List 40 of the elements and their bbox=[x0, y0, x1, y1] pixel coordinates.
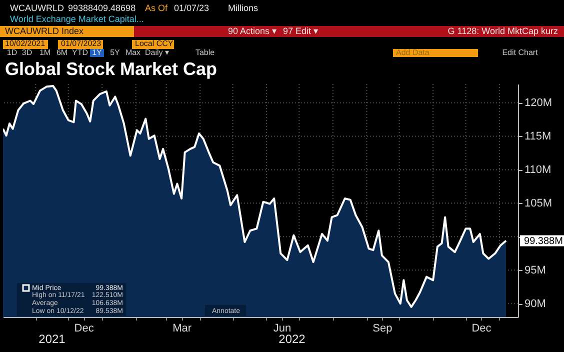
text: Millions bbox=[228, 3, 259, 13]
x-tick-label: Sep bbox=[372, 322, 392, 334]
text: 01/07/23 bbox=[174, 3, 210, 13]
text: World Exchange Market Capital... bbox=[10, 14, 144, 24]
text: YTD bbox=[72, 48, 88, 57]
text: Table bbox=[195, 48, 216, 57]
y-tick-label: 95M bbox=[524, 264, 546, 277]
text: 1Y bbox=[92, 48, 103, 57]
text: Daily ▾ bbox=[144, 48, 170, 57]
y-tick-label: 110M bbox=[524, 164, 552, 176]
text: Max bbox=[125, 48, 141, 57]
text: 6M bbox=[56, 48, 68, 57]
text: 97 Edit ▾ bbox=[283, 26, 319, 36]
text: G 1128: World MktCap kurz bbox=[448, 26, 558, 36]
text: 99388409.48698 bbox=[68, 3, 136, 13]
x-tick-label: Mar bbox=[172, 322, 192, 334]
y-tick-label: 120M bbox=[524, 97, 552, 110]
text: As Of bbox=[145, 3, 168, 13]
y-tick-label: 105M bbox=[524, 198, 552, 210]
text: Edit Chart bbox=[502, 48, 539, 57]
text: 1D bbox=[6, 48, 18, 57]
annotation: 99.388M bbox=[524, 236, 563, 247]
text: WCAUWRLD Index bbox=[5, 26, 84, 36]
chart-title: Global Stock Market Cap bbox=[5, 59, 218, 79]
text: 1M bbox=[39, 48, 51, 57]
x-tick-label: Jun bbox=[273, 322, 292, 334]
text: Add Data bbox=[396, 48, 430, 57]
text: 2021 bbox=[38, 332, 66, 346]
x-tick-label: Dec bbox=[74, 322, 94, 334]
text: 3D bbox=[22, 48, 32, 57]
x-tick-label: Dec bbox=[472, 322, 492, 334]
text: 90 Actions ▾ bbox=[228, 26, 278, 36]
text: 01/07/2023 bbox=[61, 39, 102, 48]
text: 2022 bbox=[278, 332, 306, 346]
text: 5Y bbox=[110, 48, 121, 57]
y-tick-label: 90M bbox=[524, 298, 546, 310]
text: WCAUWRLD bbox=[10, 3, 64, 13]
text: Local CCY bbox=[135, 39, 174, 48]
y-tick-label: 115M bbox=[524, 130, 552, 143]
text: 10/02/2021 bbox=[5, 39, 46, 48]
